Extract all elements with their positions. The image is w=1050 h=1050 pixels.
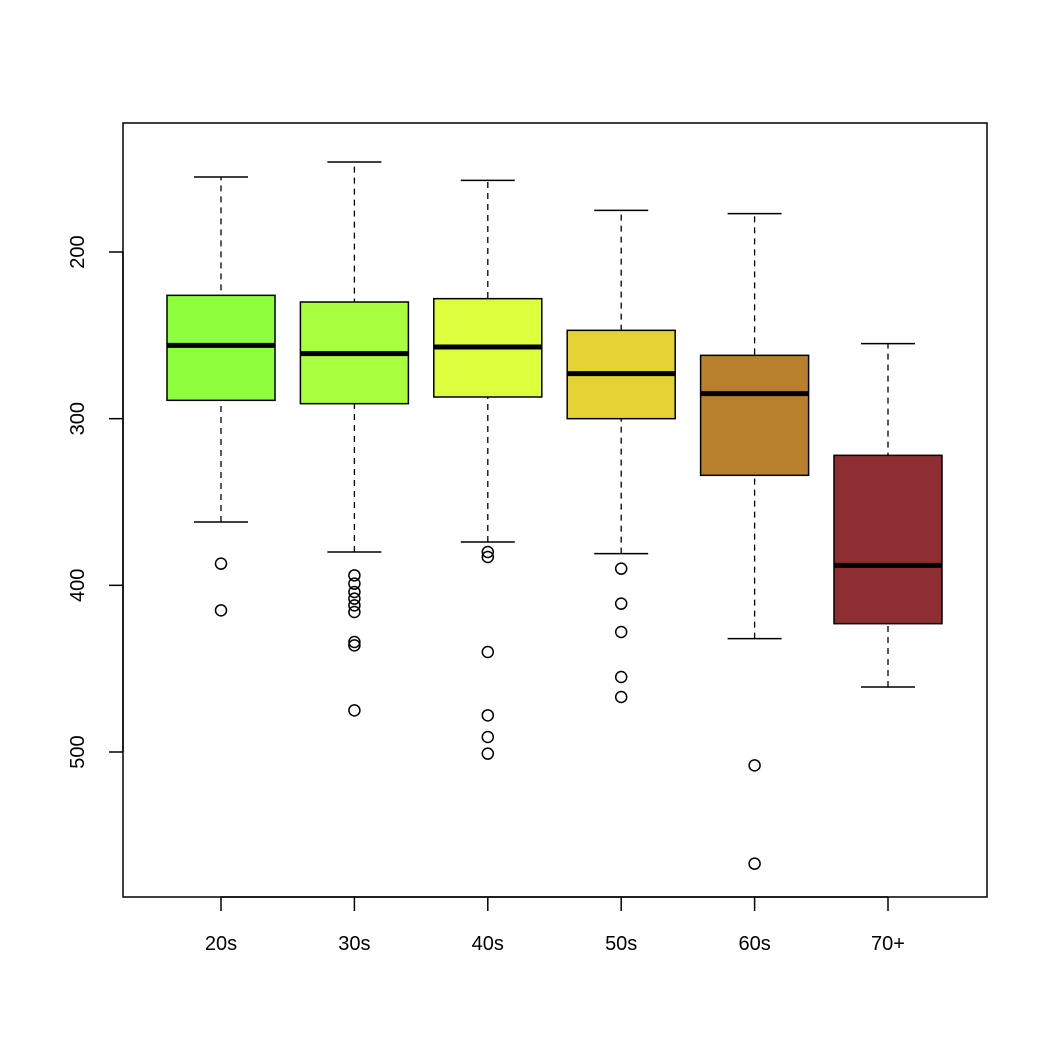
boxes-layer [166,161,943,870]
x-tick-label: 50s [605,933,637,955]
box-group [833,342,943,688]
x-tick-label: 20s [205,933,237,955]
outlier-point [348,592,361,605]
outlier-point [481,550,495,564]
outlier-point [748,759,761,772]
outlier-point [614,690,628,704]
y-tick-label: 300 [67,402,89,435]
box-group [699,212,810,870]
outlier-point [481,730,495,744]
outlier-point [614,625,628,639]
outlier-point [348,599,361,612]
outlier-point [214,604,228,617]
box-group [566,209,676,704]
x-tick-label: 30s [338,933,370,955]
outlier-point [481,645,495,659]
x-tick-label: 70+ [871,933,905,955]
box-group [299,161,410,717]
outlier-point [481,545,495,559]
outlier-point [214,557,228,570]
box-iqr [833,454,943,625]
y-tick-label: 200 [67,235,89,268]
outlier-point [481,747,495,760]
y-tick-label: 500 [67,735,89,768]
x-tick-label: 60s [738,933,770,955]
box-group [166,176,276,617]
outlier-point [348,585,361,599]
x-tick-label: 40s [472,933,504,955]
outlier-point [748,857,761,870]
y-tick-label: 400 [67,569,89,602]
outlier-point [614,562,628,575]
x-axis: 20s 30s 40s 50s 60s 70+ [205,896,905,955]
outlier-point [348,635,361,649]
y-axis: 200 300 400 500 [67,235,124,769]
outlier-point [348,704,361,717]
outlier-point [348,569,361,582]
box-group [433,179,543,760]
outlier-point [614,670,628,684]
outlier-point [348,577,361,590]
outlier-point [348,639,361,652]
outlier-point [348,605,361,619]
outlier-point [481,709,495,722]
outlier-point [614,597,628,610]
box-iqr [699,354,810,477]
